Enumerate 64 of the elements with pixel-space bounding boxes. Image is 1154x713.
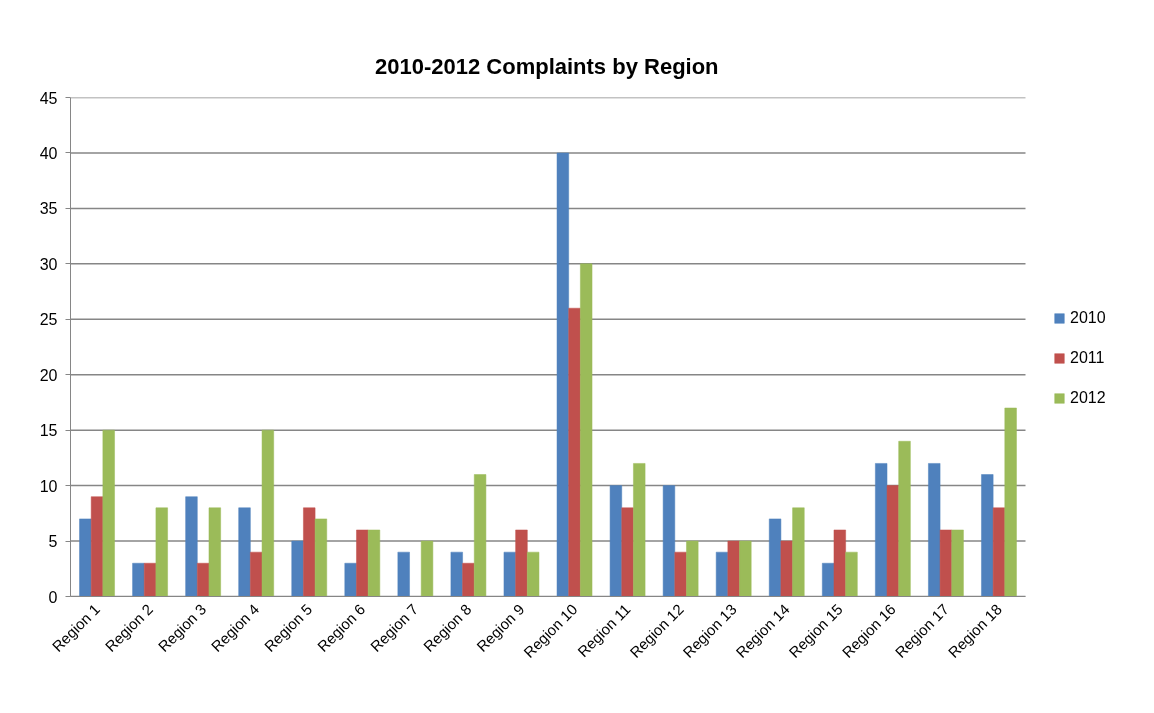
- bar: [939, 529, 952, 597]
- bar: [981, 474, 994, 597]
- bar: [132, 562, 145, 597]
- bar: [727, 540, 740, 597]
- bar: [303, 507, 316, 597]
- bar: [314, 518, 328, 597]
- bar: [356, 529, 369, 597]
- bar: [662, 485, 676, 597]
- bar: [780, 540, 793, 597]
- bar: [79, 518, 92, 597]
- bar: [102, 429, 115, 597]
- bar: [633, 463, 646, 597]
- bar: [739, 540, 752, 597]
- bar: [792, 507, 805, 597]
- bar: [250, 551, 263, 597]
- bar: [185, 496, 198, 597]
- chart-title: 2010-2012 Complaints by Region: [375, 53, 719, 79]
- bar: [261, 429, 274, 597]
- bar: [715, 551, 729, 597]
- legend-label: 2011: [1070, 348, 1105, 367]
- bar: [928, 463, 941, 597]
- y-tick-label: 25: [39, 311, 58, 329]
- y-tick-label: 0: [48, 588, 58, 606]
- bar: [1004, 407, 1017, 597]
- y-tick-label: 5: [48, 533, 58, 551]
- bar: [397, 551, 410, 597]
- y-tick-label: 10: [39, 477, 58, 495]
- bar: [291, 540, 304, 597]
- bar: [474, 474, 487, 597]
- bar: [674, 551, 687, 597]
- bar: [609, 485, 622, 597]
- bar: [898, 441, 911, 597]
- bar: [556, 152, 569, 597]
- bar: [951, 529, 964, 597]
- y-tick-label: 20: [39, 366, 58, 384]
- bar: [238, 507, 251, 597]
- bar: [450, 551, 463, 597]
- bar: [886, 485, 899, 597]
- bar: [503, 551, 516, 597]
- bar: [568, 307, 581, 597]
- bar: [462, 562, 475, 597]
- bar: [208, 507, 221, 597]
- bar: [833, 529, 846, 597]
- y-tick-label: 30: [39, 255, 58, 273]
- legend-label: 2010: [1070, 308, 1106, 327]
- y-tick-label: 40: [39, 144, 58, 162]
- legend-label: 2012: [1070, 388, 1106, 407]
- bar: [420, 540, 434, 597]
- bar: [686, 540, 699, 597]
- bar: [90, 496, 104, 597]
- bar: [527, 551, 540, 597]
- bar: [344, 562, 357, 597]
- bar: [845, 551, 858, 597]
- bar: [580, 263, 593, 597]
- bar: [875, 463, 888, 597]
- bar: [992, 507, 1006, 597]
- y-tick-label: 35: [39, 200, 58, 218]
- y-tick-label: 15: [39, 422, 58, 440]
- bar: [768, 518, 782, 597]
- bar: [367, 529, 381, 597]
- bar: [621, 507, 634, 597]
- bar: [155, 507, 168, 597]
- y-tick-label: 45: [39, 89, 58, 107]
- bar: [515, 529, 528, 597]
